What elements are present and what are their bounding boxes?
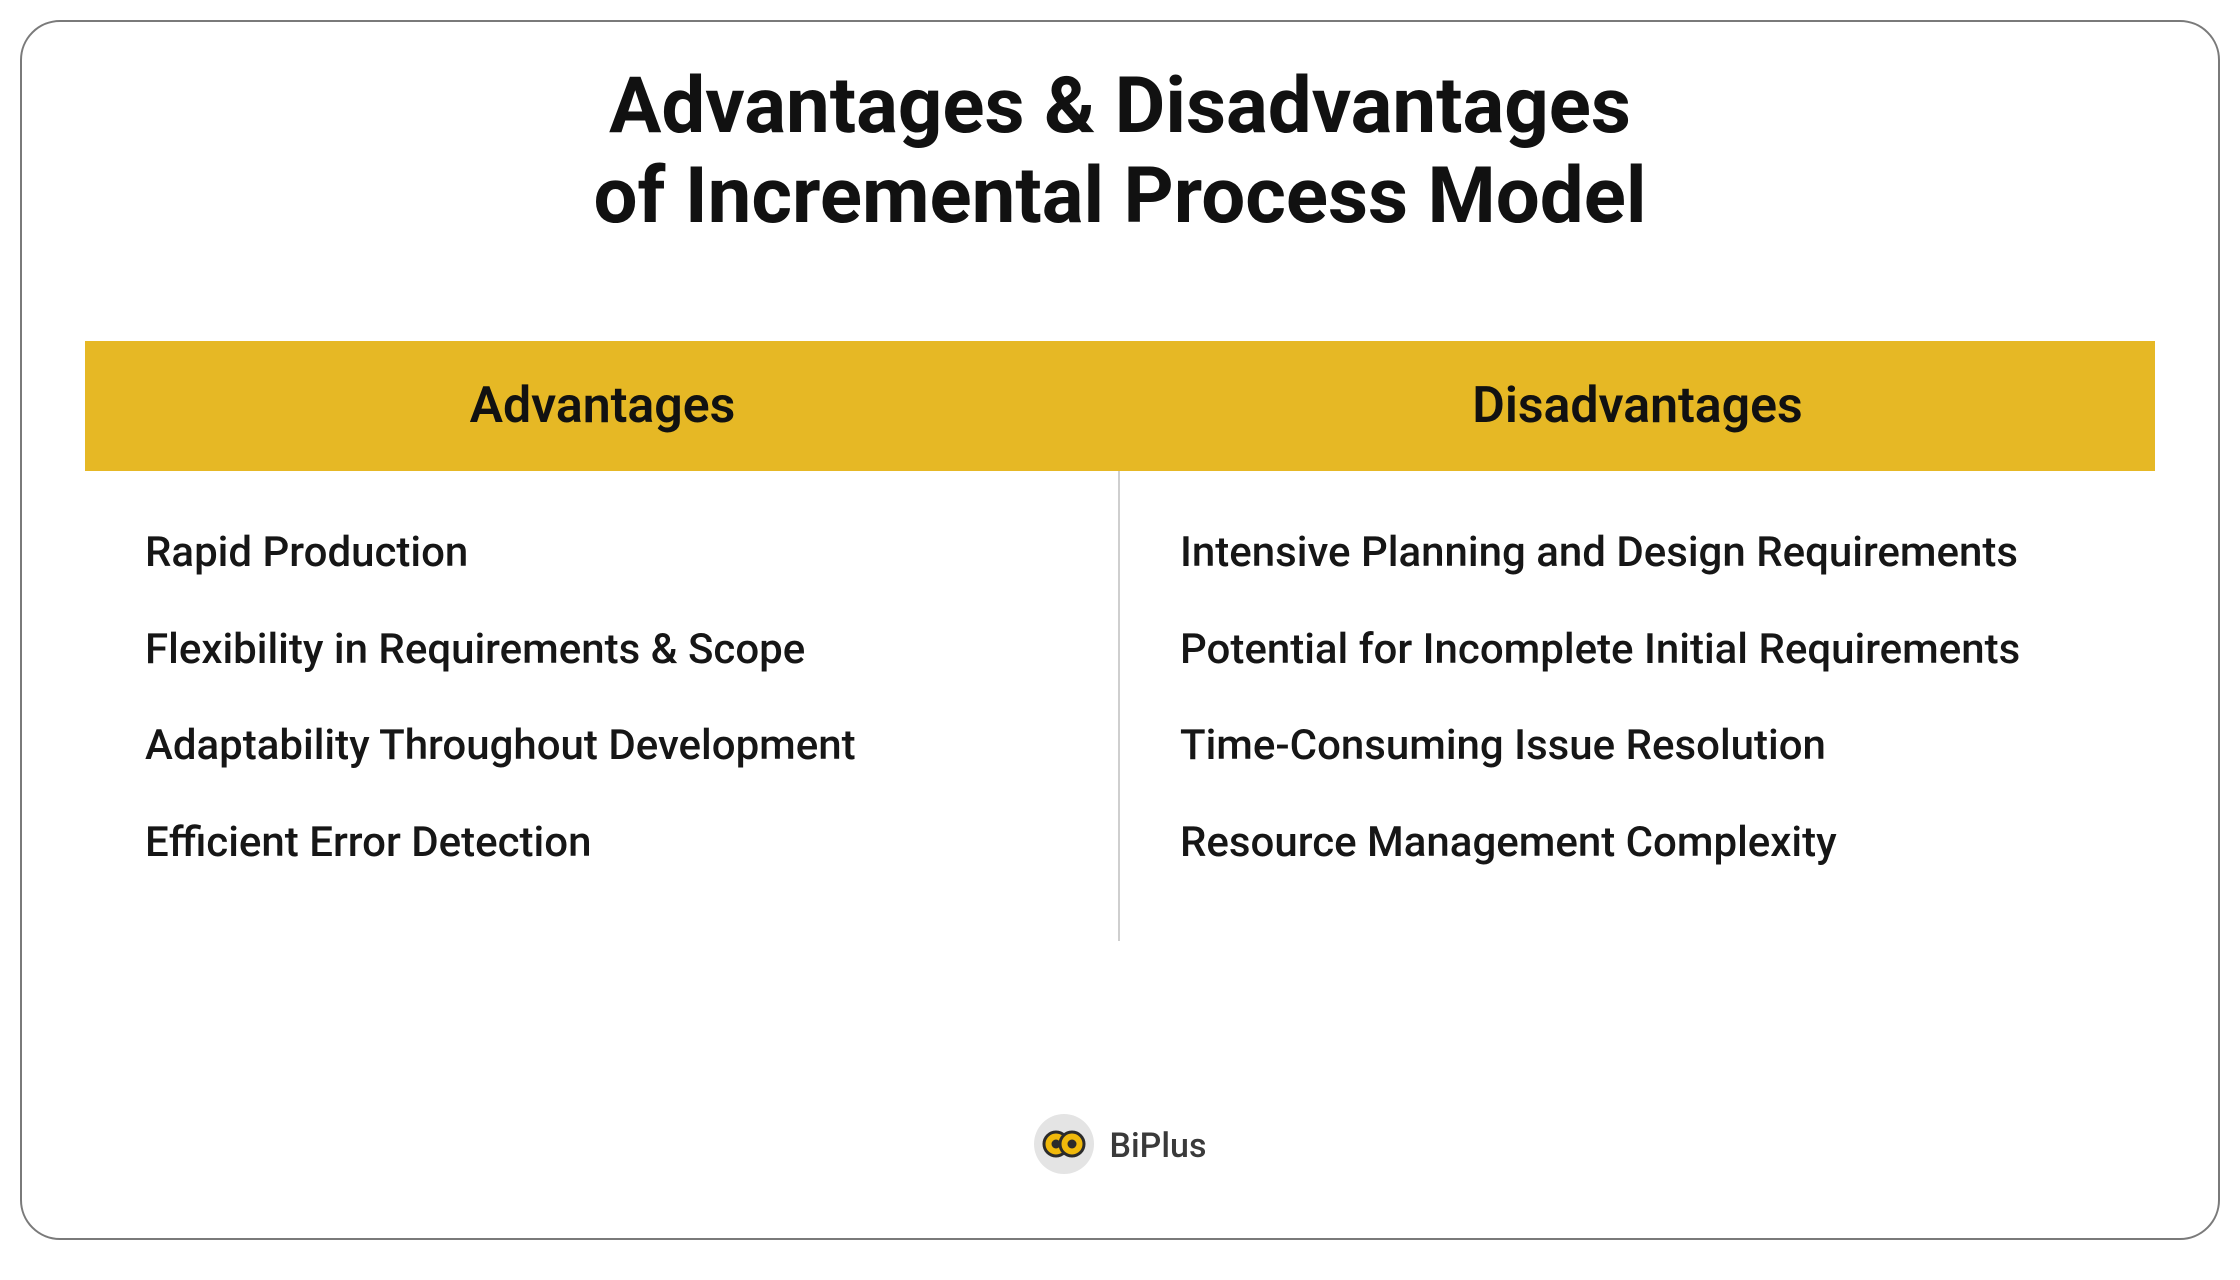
list-item: Flexibility in Requirements & Scope (145, 602, 1058, 699)
list-item: Rapid Production (145, 505, 1058, 602)
title-line-2: of Incremental Process Model (593, 152, 1646, 242)
list-item: Potential for Incomplete Initial Require… (1180, 602, 2095, 699)
brand-name: BiPlus (1110, 1126, 1207, 1166)
comparison-table: Advantages Disadvantages Rapid Productio… (85, 341, 2155, 941)
list-item: Efficient Error Detection (145, 795, 1058, 892)
list-item: Resource Management Complexity (1180, 795, 2095, 892)
table-header-row: Advantages Disadvantages (85, 341, 2155, 471)
column-header-advantages: Advantages (85, 341, 1120, 471)
advantages-column: Rapid Production Flexibility in Requirem… (85, 471, 1120, 941)
table-body: Rapid Production Flexibility in Requirem… (85, 471, 2155, 941)
disadvantages-column: Intensive Planning and Design Requiremen… (1120, 471, 2155, 941)
owl-eyes-icon (1034, 1114, 1094, 1178)
slide-title: Advantages & Disadvantages of Incrementa… (593, 62, 1646, 241)
column-header-disadvantages: Disadvantages (1120, 341, 2155, 471)
title-line-1: Advantages & Disadvantages (593, 62, 1646, 152)
list-item: Intensive Planning and Design Requiremen… (1180, 505, 2095, 602)
slide-card: Advantages & Disadvantages of Incrementa… (20, 20, 2220, 1240)
list-item: Adaptability Throughout Development (145, 698, 1058, 795)
brand-block: BiPlus (22, 1114, 2218, 1178)
list-item: Time-Consuming Issue Resolution (1180, 698, 2095, 795)
